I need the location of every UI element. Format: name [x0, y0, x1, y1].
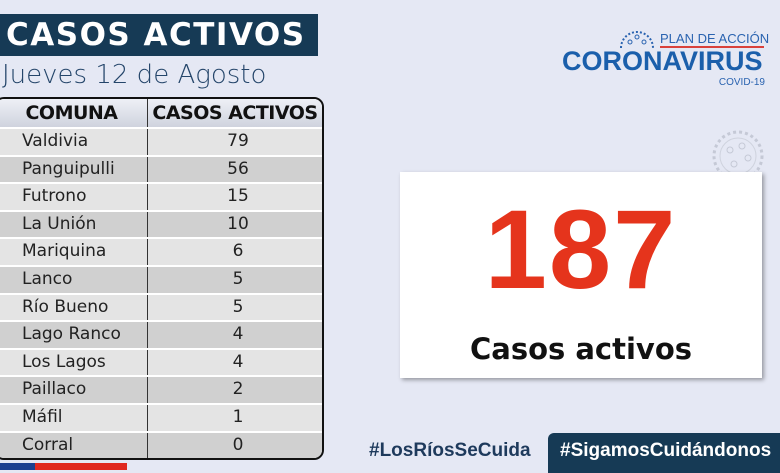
comuna-cell: Lago Ranco	[0, 322, 148, 348]
total-value: 187	[484, 187, 678, 312]
comuna-cell: Futrono	[0, 184, 148, 210]
table-body: Valdivia 79 Panguipulli 56 Futrono 15 La Unión…	[0, 129, 322, 458]
casos-cell: 5	[232, 296, 244, 317]
casos-cell: 1	[232, 406, 244, 427]
table-row: Paillaco 2	[0, 377, 322, 405]
casos-cell: 4	[232, 351, 244, 372]
casos-cell: 2	[232, 379, 244, 400]
table-row: Mariquina 6	[0, 239, 322, 267]
casos-cell: 5	[232, 268, 244, 289]
flag-red-stripe	[35, 463, 127, 470]
table-row: La Unión 10	[0, 211, 322, 240]
casos-cell: 6	[232, 241, 244, 262]
comuna-cell: Lanco	[0, 266, 148, 293]
hashtag-los-rios: #LosRíosSeCuida	[369, 440, 531, 461]
casos-cell: 10	[227, 213, 249, 234]
cases-table: COMUNA CASOS ACTIVOS Valdivia 79 Panguipul…	[0, 97, 324, 460]
comuna-cell: Corral	[0, 432, 148, 458]
table-row: Los Lagos 4	[0, 349, 322, 378]
comuna-cell: Panguipulli	[0, 156, 148, 183]
coronavirus-logo: PLAN DE ACCIÓN CORONAVIRUS COVID-19	[562, 26, 770, 90]
table-row: Máfil 1	[0, 404, 322, 433]
table-row: Lanco 5	[0, 266, 322, 295]
virus-watermark-icon	[712, 130, 764, 174]
comuna-cell: Mariquina	[0, 239, 148, 265]
total-card: 187 Casos activos	[400, 172, 762, 378]
table-row: Panguipulli 56	[0, 156, 322, 185]
comuna-cell: Máfil	[0, 404, 148, 431]
table-row: Futrono 15	[0, 184, 322, 212]
logo-plan: PLAN DE ACCIÓN	[660, 31, 770, 48]
comuna-cell: Paillaco	[0, 377, 148, 403]
casos-cell: 56	[227, 158, 249, 179]
flag-blue-stripe	[0, 463, 35, 470]
casos-cell: 4	[232, 324, 244, 345]
table-row: Valdivia 79	[0, 129, 322, 157]
virus-icon	[620, 31, 654, 49]
column-header-casos: CASOS ACTIVOS	[152, 102, 318, 124]
logo-sub: COVID-19	[718, 77, 765, 88]
comuna-cell: Los Lagos	[0, 349, 148, 376]
total-label: Casos activos	[469, 332, 693, 366]
page-title: CASOS ACTIVOS	[0, 14, 318, 56]
table-row: Río Bueno 5	[0, 294, 322, 323]
table-row: Lago Ranco 4	[0, 322, 322, 350]
table-header: COMUNA CASOS ACTIVOS	[0, 99, 322, 129]
date-subtitle: Jueves 12 de Agosto	[2, 60, 267, 90]
logo-name: CORONAVIRUS	[562, 46, 763, 76]
comuna-cell: Valdivia	[0, 129, 148, 155]
table-row: Corral 0	[0, 432, 322, 458]
casos-cell: 79	[227, 131, 249, 151]
hashtag-sigamos: #SigamosCuidándonos	[548, 433, 780, 473]
casos-cell: 0	[232, 434, 244, 455]
casos-cell: 15	[227, 186, 249, 207]
comuna-cell: Río Bueno	[0, 294, 148, 321]
column-header-comuna: COMUNA	[0, 99, 148, 127]
comuna-cell: La Unión	[0, 211, 148, 238]
